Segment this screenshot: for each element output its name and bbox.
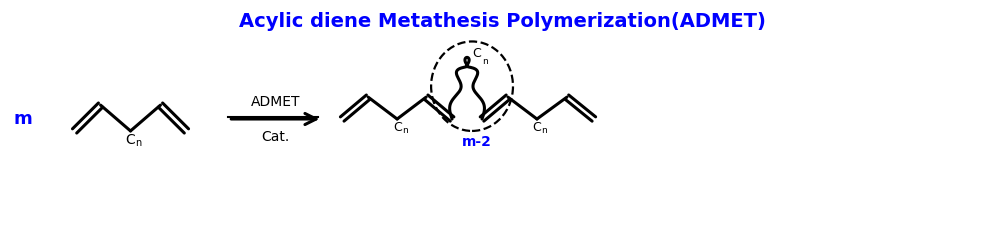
- Text: C: C: [126, 133, 136, 147]
- Text: m-2: m-2: [462, 135, 492, 149]
- Text: n: n: [402, 127, 407, 135]
- Text: Cat.: Cat.: [261, 130, 289, 144]
- Text: C: C: [472, 47, 481, 60]
- Text: m: m: [13, 110, 32, 128]
- Text: C: C: [533, 121, 542, 134]
- Text: n: n: [481, 57, 487, 66]
- Text: n: n: [542, 127, 548, 135]
- Text: Acylic diene Metathesis Polymerization(ADMET): Acylic diene Metathesis Polymerization(A…: [238, 12, 766, 31]
- Text: n: n: [135, 138, 141, 148]
- Text: C: C: [393, 121, 402, 134]
- Text: ADMET: ADMET: [250, 95, 300, 109]
